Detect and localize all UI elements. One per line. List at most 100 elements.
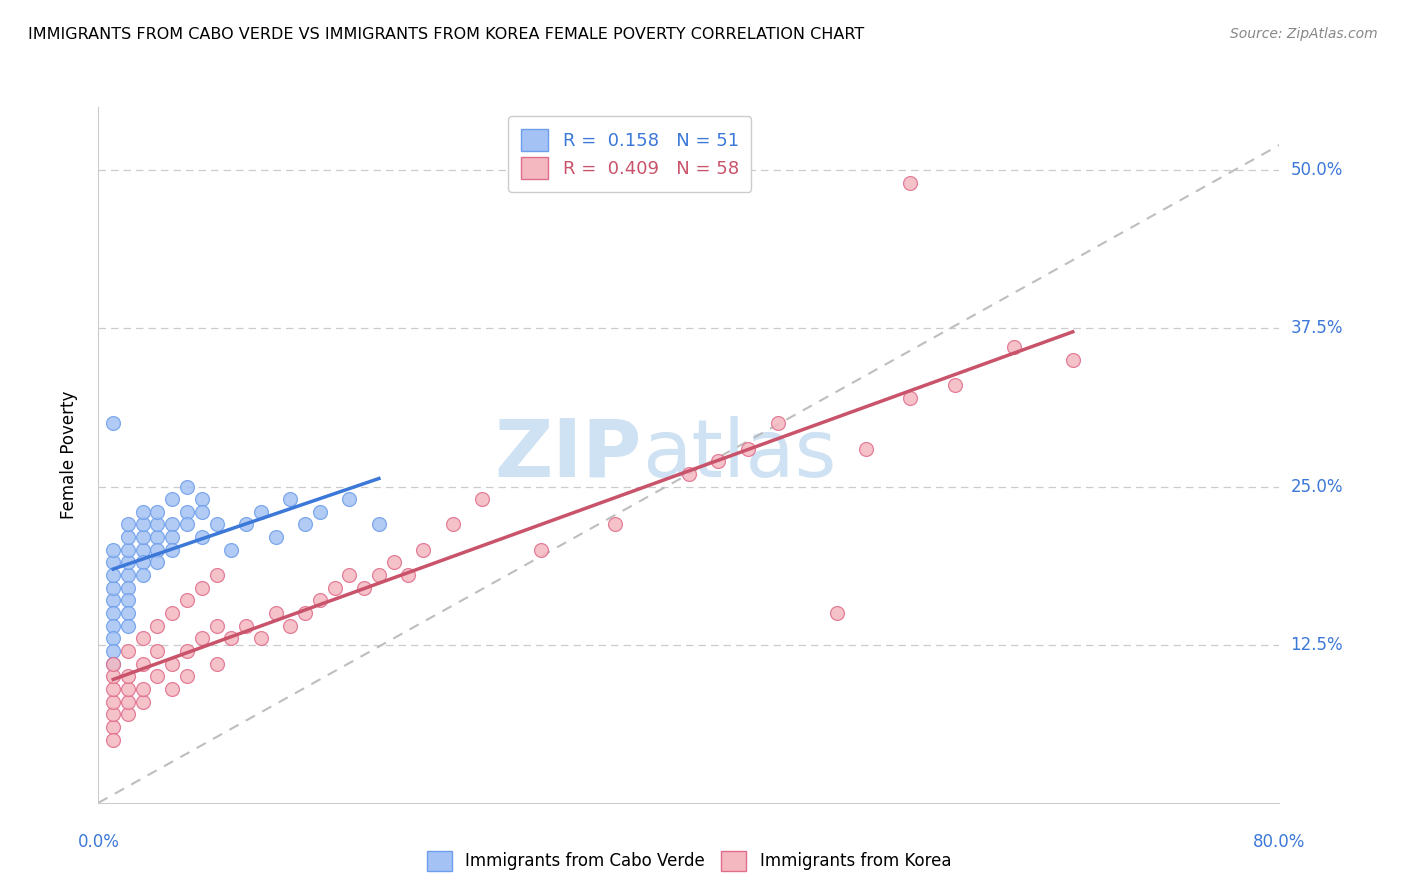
Point — [103, 669, 125, 683]
Point — [132, 556, 155, 570]
Point — [176, 479, 198, 493]
Text: Source: ZipAtlas.com: Source: ZipAtlas.com — [1230, 27, 1378, 41]
Point — [323, 581, 346, 595]
Point — [162, 517, 183, 532]
Point — [132, 530, 155, 544]
Point — [176, 669, 198, 683]
Point — [825, 606, 848, 620]
Point — [441, 517, 464, 532]
Point — [235, 517, 257, 532]
Point — [353, 581, 375, 595]
Point — [382, 556, 405, 570]
Point — [103, 657, 125, 671]
Point — [191, 581, 214, 595]
Point — [103, 581, 125, 595]
Point — [176, 517, 198, 532]
Point — [191, 530, 214, 544]
Point — [176, 644, 198, 658]
Text: ZIP: ZIP — [495, 416, 641, 494]
Point — [309, 505, 332, 519]
Point — [132, 632, 155, 646]
Point — [103, 606, 125, 620]
Point — [412, 542, 434, 557]
Point — [103, 417, 125, 431]
Point — [235, 618, 257, 632]
Point — [250, 505, 273, 519]
Point — [396, 568, 419, 582]
Point — [278, 618, 302, 632]
Point — [219, 542, 242, 557]
Point — [176, 593, 198, 607]
Point — [103, 695, 125, 709]
Point — [103, 732, 125, 747]
Point — [530, 542, 553, 557]
Legend: R =  0.158   N = 51, R =  0.409   N = 58: R = 0.158 N = 51, R = 0.409 N = 58 — [509, 116, 751, 192]
Legend: Immigrants from Cabo Verde, Immigrants from Korea: Immigrants from Cabo Verde, Immigrants f… — [419, 842, 959, 880]
Point — [368, 568, 391, 582]
Point — [117, 581, 139, 595]
Point — [103, 568, 125, 582]
Point — [103, 542, 125, 557]
Point — [146, 505, 169, 519]
Point — [278, 492, 302, 507]
Point — [132, 542, 155, 557]
Point — [205, 657, 228, 671]
Point — [117, 681, 139, 696]
Text: 0.0%: 0.0% — [77, 833, 120, 851]
Point — [900, 391, 922, 405]
Point — [855, 442, 877, 456]
Point — [368, 517, 391, 532]
Point — [103, 681, 125, 696]
Point — [176, 505, 198, 519]
Point — [103, 593, 125, 607]
Point — [132, 517, 155, 532]
Point — [117, 669, 139, 683]
Point — [707, 454, 730, 468]
Point — [191, 505, 214, 519]
Point — [250, 632, 273, 646]
Text: 25.0%: 25.0% — [1291, 477, 1343, 496]
Text: atlas: atlas — [641, 416, 837, 494]
Point — [900, 176, 922, 190]
Point — [1062, 353, 1084, 368]
Point — [146, 542, 169, 557]
Point — [205, 618, 228, 632]
Point — [117, 707, 139, 722]
Point — [117, 530, 139, 544]
Point — [132, 505, 155, 519]
Point — [264, 606, 287, 620]
Point — [132, 695, 155, 709]
Point — [117, 695, 139, 709]
Point — [132, 681, 155, 696]
Point — [678, 467, 700, 481]
Point — [943, 378, 966, 392]
Point — [146, 517, 169, 532]
Text: 37.5%: 37.5% — [1291, 319, 1343, 337]
Point — [1002, 340, 1025, 354]
Point — [117, 618, 139, 632]
Point — [737, 442, 759, 456]
Point — [103, 632, 125, 646]
Y-axis label: Female Poverty: Female Poverty — [59, 391, 77, 519]
Point — [132, 657, 155, 671]
Point — [162, 530, 183, 544]
Point — [146, 644, 169, 658]
Point — [294, 606, 316, 620]
Point — [605, 517, 627, 532]
Point — [146, 556, 169, 570]
Point — [117, 606, 139, 620]
Point — [191, 632, 214, 646]
Point — [103, 707, 125, 722]
Point — [219, 632, 242, 646]
Point — [103, 657, 125, 671]
Point — [103, 720, 125, 734]
Point — [162, 606, 183, 620]
Point — [264, 530, 287, 544]
Point — [191, 492, 214, 507]
Point — [117, 542, 139, 557]
Point — [162, 492, 183, 507]
Point — [117, 644, 139, 658]
Point — [146, 530, 169, 544]
Point — [471, 492, 494, 507]
Point — [162, 681, 183, 696]
